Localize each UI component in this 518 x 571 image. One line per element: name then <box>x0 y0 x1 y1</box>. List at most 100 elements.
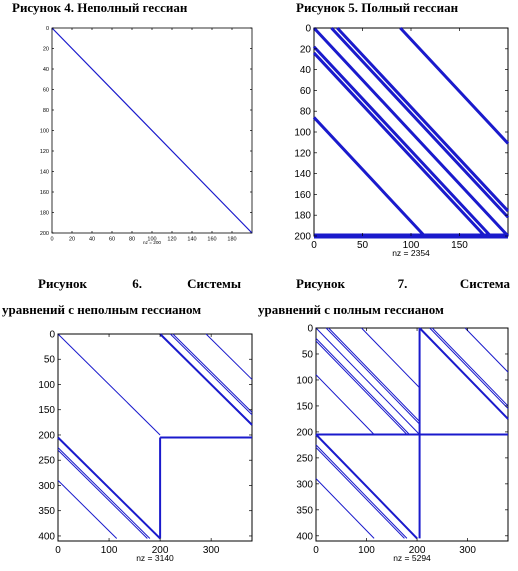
x-tick-label: 100 <box>147 237 156 243</box>
caption-fig7-line1: Рисунок 7. Система <box>296 276 510 292</box>
x-tick-label: 300 <box>459 545 476 556</box>
data-diagonal-1 <box>159 333 253 426</box>
y-tick-label: 50 <box>44 355 56 366</box>
caption-fig7-line2: уравнений с полным гессианом <box>258 302 444 317</box>
y-tick-label: 350 <box>38 506 55 517</box>
data-diagonal-2 <box>336 26 510 213</box>
data-diagonal-9 <box>431 327 509 407</box>
caption-fig7-word3: Система <box>459 276 510 291</box>
caption-fig6-line1: Рисунок 6. Системы <box>38 276 241 292</box>
y-tick-label: 40 <box>300 65 312 76</box>
data-diagonal-7 <box>57 449 148 539</box>
y-tick-label: 180 <box>40 210 49 216</box>
data-diagonal-14 <box>315 478 375 539</box>
y-tick-label: 120 <box>294 148 311 159</box>
y-tick-label: 100 <box>40 128 49 134</box>
x-tick-label: 100 <box>101 545 118 556</box>
data-diagonal-8 <box>57 480 118 539</box>
y-tick-label: 160 <box>294 190 311 201</box>
y-tick-label: 20 <box>300 44 312 55</box>
data-diagonal-4 <box>205 333 253 380</box>
x-tick-label: 100 <box>358 545 375 556</box>
y-tick-label: 140 <box>294 169 311 180</box>
chart-fig4: 0 20 40 60 80 100 120 140 160 180 0 20 40 60 80 100 120 1… <box>40 26 253 245</box>
caption-fig4: Рисунок 4. Неполный гессиан <box>12 0 188 15</box>
data-diagonal-13 <box>315 447 405 539</box>
y-tick-label: 200 <box>38 430 55 441</box>
data-diagonal-0 <box>57 333 161 436</box>
data-diagonal-5 <box>57 436 161 540</box>
x-tick-label: 200 <box>152 545 169 556</box>
data-diagonal-7 <box>418 327 509 420</box>
data-diagonal-0 <box>51 27 253 234</box>
data-diagonal-10 <box>464 327 509 373</box>
x-tick-label: 100 <box>403 240 420 251</box>
data-diagonal-6 <box>361 327 420 389</box>
y-tick-label: 400 <box>296 531 313 542</box>
caption-fig7-word1: Рисунок <box>296 276 346 291</box>
caption-fig6-line2: уравнений с неполным гессианом <box>2 302 202 317</box>
y-tick-label: 350 <box>296 505 313 516</box>
x-tick-label: 80 <box>129 237 135 243</box>
y-tick-label: 80 <box>43 108 49 114</box>
y-tick-label: 40 <box>43 67 49 73</box>
data-diagonal-0 <box>312 26 510 238</box>
data-diagonal-0 <box>315 327 420 435</box>
y-tick-label: 400 <box>38 531 55 542</box>
x-tick-label: 0 <box>50 237 53 243</box>
caption-fig7-word2: 7. <box>397 276 408 291</box>
y-tick-label: 150 <box>38 405 55 416</box>
data-diagonal-5 <box>328 327 420 422</box>
data-diagonal-3 <box>399 26 510 145</box>
data-diagonal-8 <box>429 327 509 409</box>
data-diagonal-12 <box>315 444 408 539</box>
y-tick-label: 60 <box>43 87 49 93</box>
x-tick-label: 300 <box>203 545 220 556</box>
x-tick-label: 40 <box>89 237 95 243</box>
nz-label: nz = 200 <box>143 240 161 245</box>
y-tick-label: 0 <box>49 330 55 341</box>
y-tick-label: 60 <box>300 86 312 97</box>
x-tick-label: 140 <box>187 237 196 243</box>
nz-label: nz = 5294 <box>393 553 431 563</box>
y-tick-label: 250 <box>296 453 313 464</box>
chart-fig7: 0 100 200 300 0 50 100 150 200 250 300 350 400 nz = 5… <box>296 324 509 563</box>
data-diagonal-5 <box>312 51 486 238</box>
nz-label: nz = 2354 <box>392 248 430 258</box>
caption-fig5: Рисунок 5. Полный гессиан <box>296 0 459 15</box>
data-diagonal-1 <box>315 338 410 435</box>
data-diagonal-11 <box>315 433 418 540</box>
data-diagonal-3 <box>172 333 253 413</box>
x-tick-label: 0 <box>311 240 317 251</box>
data-diagonal-4 <box>312 45 492 238</box>
caption-fig6-word2: 6. <box>132 276 142 291</box>
x-tick-label: 50 <box>357 240 369 251</box>
caption-fig6-word3: Системы <box>187 276 241 291</box>
caption-fig6-word1: Рисунок <box>38 276 88 291</box>
y-tick-label: 300 <box>296 479 313 490</box>
y-tick-label: 180 <box>294 211 311 222</box>
x-tick-label: 0 <box>313 545 319 556</box>
y-tick-label: 250 <box>38 456 55 467</box>
y-tick-label: 200 <box>40 231 49 237</box>
y-tick-label: 150 <box>296 401 313 412</box>
y-tick-label: 200 <box>296 427 313 438</box>
x-tick-label: 120 <box>167 237 176 243</box>
x-tick-label: 160 <box>207 237 216 243</box>
data-diagonal-4 <box>325 327 420 425</box>
chart-fig5: 0 50 100 150 0 20 40 60 80 100 120 140 160 180 200 nz =… <box>294 24 510 258</box>
y-tick-label: 140 <box>40 169 49 175</box>
data-diagonal-1 <box>330 26 510 219</box>
x-tick-label: 200 <box>409 545 426 556</box>
y-tick-label: 100 <box>296 375 313 386</box>
y-tick-label: 300 <box>38 481 55 492</box>
x-tick-label: 60 <box>109 237 115 243</box>
x-tick-label: 0 <box>55 545 61 556</box>
y-tick-label: 100 <box>38 380 55 391</box>
data-diagonal-6 <box>57 447 151 539</box>
data-diagonal-2 <box>315 340 408 435</box>
y-tick-label: 50 <box>302 349 314 360</box>
x-tick-label: 20 <box>69 237 75 243</box>
y-tick-label: 0 <box>305 24 311 35</box>
